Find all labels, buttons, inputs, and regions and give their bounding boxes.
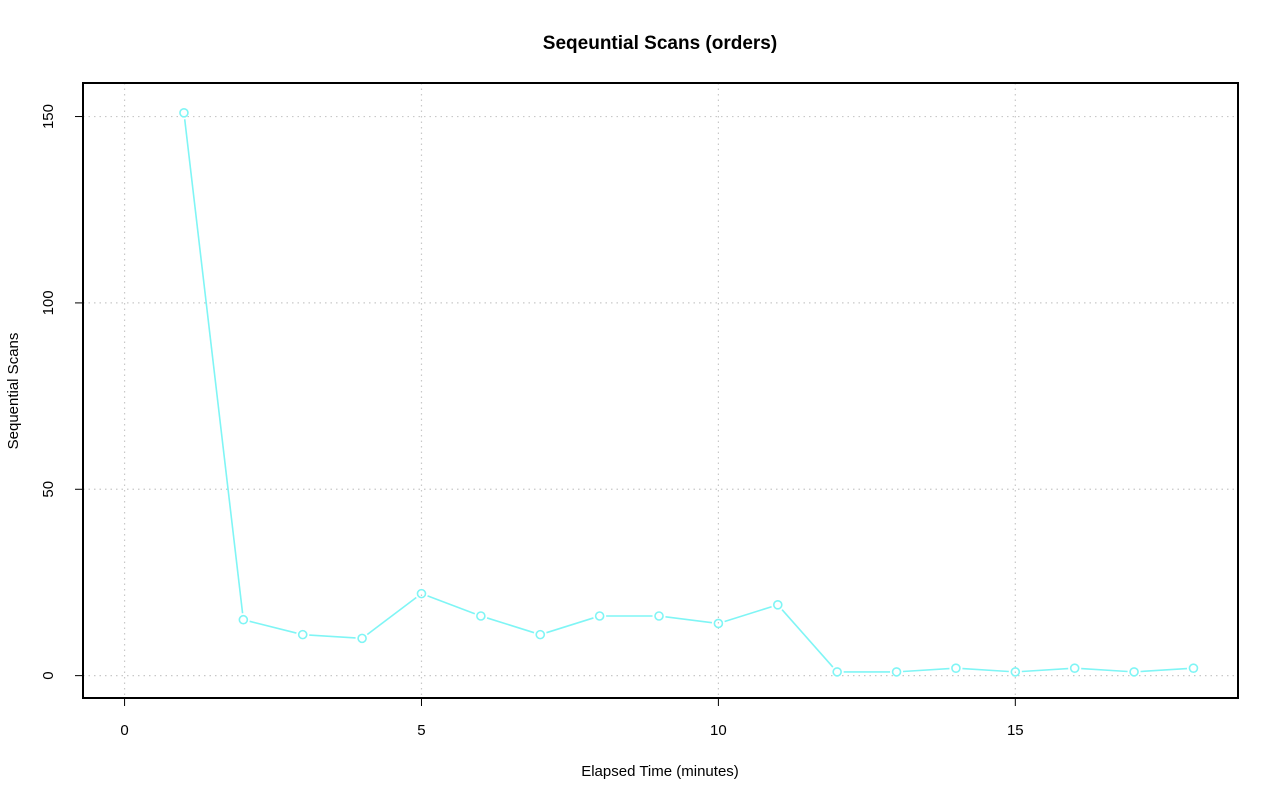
data-point-marker [832, 667, 842, 677]
series-line-segment [486, 617, 535, 634]
y-axis-label: Sequential Scans [5, 333, 22, 450]
data-point-marker [1010, 667, 1021, 677]
data-point-marker [357, 633, 367, 644]
y-tick-label: 150 [40, 104, 57, 129]
data-point-marker [535, 629, 546, 640]
x-tick-label: 5 [417, 722, 425, 739]
x-tick-label: 15 [1007, 722, 1024, 739]
series-line-segment [1140, 667, 1188, 673]
data-point-marker [476, 611, 486, 621]
data-point-marker [772, 600, 783, 610]
data-point-marker [416, 588, 427, 599]
y-tick-label: 0 [40, 671, 57, 679]
plot-frame [82, 82, 1239, 699]
x-axis-label: Elapsed Time (minutes) [581, 763, 739, 780]
series-line-segment [962, 667, 1009, 673]
series-line-segment [902, 667, 950, 673]
series-line-segment [724, 606, 772, 623]
series-line-segment [665, 616, 713, 624]
data-point-marker [238, 614, 249, 625]
data-point-marker [297, 629, 308, 640]
data-point-marker [1069, 663, 1080, 673]
x-tick-label: 0 [120, 722, 128, 739]
data-point-marker [1188, 663, 1199, 673]
data-point-marker [891, 667, 902, 677]
chart-title: Seqeuntial Scans (orders) [543, 33, 777, 54]
series-line-segment [546, 617, 594, 634]
series-line-segment [427, 595, 476, 615]
series-line-segment [183, 119, 244, 614]
series-layer [179, 108, 1199, 677]
data-point-marker [713, 618, 724, 629]
data-point-marker [1129, 667, 1139, 677]
grid-lines [83, 83, 1238, 698]
data-point-marker [594, 611, 605, 621]
series-line-segment [249, 620, 297, 634]
y-tick-label: 100 [40, 290, 57, 315]
series-line-segment [781, 609, 834, 668]
data-point-marker [179, 108, 189, 118]
x-tick-label: 10 [710, 722, 727, 739]
series-line-segment [309, 634, 356, 639]
series-line-segment [1021, 667, 1069, 673]
data-point-marker [951, 663, 961, 673]
y-tick-label: 50 [40, 481, 57, 498]
data-point-marker [654, 611, 664, 621]
series-line-segment [366, 596, 417, 636]
series-line-segment [1081, 667, 1128, 673]
